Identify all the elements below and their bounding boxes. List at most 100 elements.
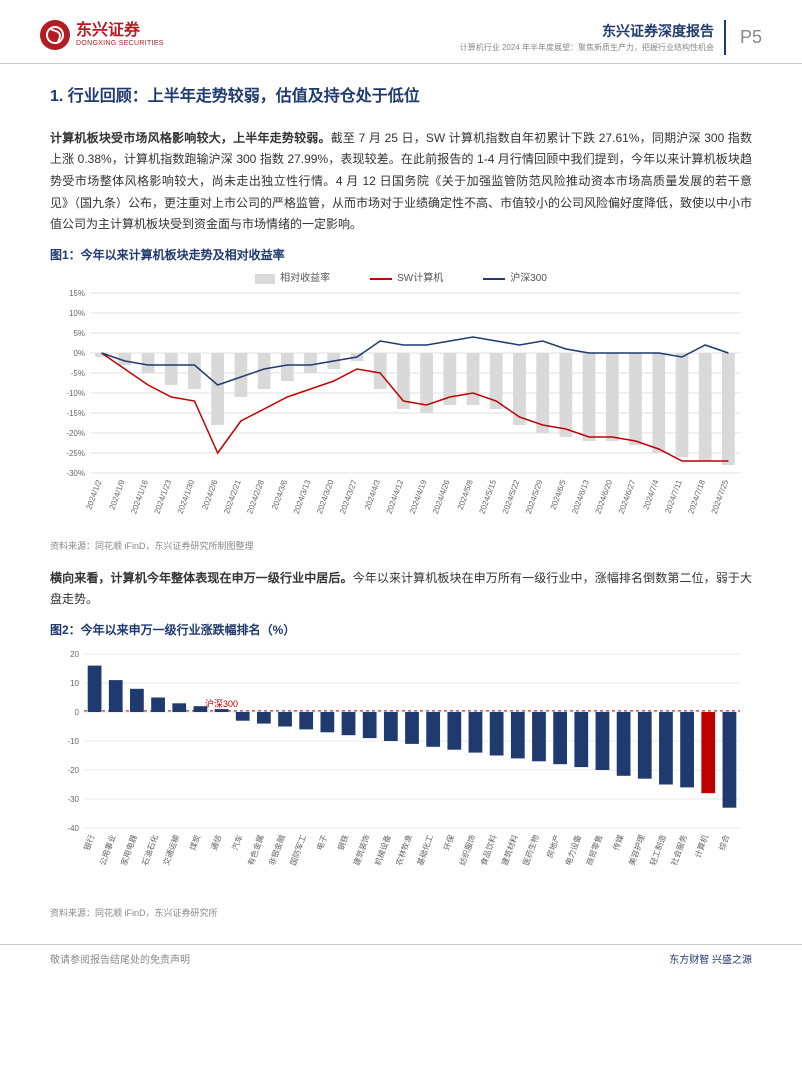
svg-text:2024/6/13: 2024/6/13 <box>570 478 591 515</box>
logo-en: DONGXING SECURITIES <box>76 40 164 48</box>
svg-text:公用事业: 公用事业 <box>97 833 117 866</box>
footer-right: 东方财智 兴盛之源 <box>669 953 752 969</box>
figure-1-source: 资料来源：同花顺 iFinD，东兴证券研究所制图整理 <box>50 539 752 553</box>
svg-text:2024/7/25: 2024/7/25 <box>710 478 731 515</box>
svg-text:-10%: -10% <box>66 389 85 398</box>
section-heading: 1. 行业回顾：上半年走势较弱，估值及持仓处于低位 <box>50 84 752 110</box>
svg-text:20: 20 <box>70 650 79 659</box>
svg-text:汽车: 汽车 <box>230 833 245 851</box>
svg-text:-40: -40 <box>67 824 79 833</box>
svg-text:传媒: 传媒 <box>611 833 626 851</box>
svg-text:2024/3/13: 2024/3/13 <box>292 478 313 515</box>
svg-text:10%: 10% <box>69 309 85 318</box>
svg-text:商贸零售: 商贸零售 <box>584 833 604 866</box>
svg-text:-20: -20 <box>67 766 79 775</box>
svg-text:2024/3/6: 2024/3/6 <box>270 478 289 511</box>
svg-text:0: 0 <box>75 708 80 717</box>
svg-text:0%: 0% <box>73 349 85 358</box>
svg-text:家用电器: 家用电器 <box>118 833 138 866</box>
svg-text:钢铁: 钢铁 <box>336 833 351 851</box>
svg-text:2024/1/9: 2024/1/9 <box>108 478 127 511</box>
svg-text:-15%: -15% <box>66 409 85 418</box>
legend-line2-label: 沪深300 <box>510 271 547 287</box>
page-number: P5 <box>740 23 762 52</box>
svg-text:2024/7/18: 2024/7/18 <box>686 478 707 515</box>
legend-line2-icon <box>483 278 505 280</box>
svg-text:石油石化: 石油石化 <box>140 833 160 866</box>
svg-text:2024/6/27: 2024/6/27 <box>617 478 638 515</box>
svg-text:纺织服饰: 纺织服饰 <box>457 833 477 866</box>
legend-line1-label: SW计算机 <box>397 271 443 287</box>
page-footer: 敬请参阅报告结尾处的免责声明 东方财智 兴盛之源 <box>0 944 802 987</box>
svg-text:2024/4/26: 2024/4/26 <box>431 478 452 515</box>
svg-text:2024/4/3: 2024/4/3 <box>363 478 382 511</box>
svg-text:2024/2/6: 2024/2/6 <box>200 478 219 511</box>
svg-text:-10: -10 <box>67 737 79 746</box>
svg-text:农林牧渔: 农林牧渔 <box>394 833 414 866</box>
svg-text:2024/5/15: 2024/5/15 <box>477 478 498 515</box>
svg-text:-5%: -5% <box>71 369 85 378</box>
legend-line1-icon <box>370 278 392 280</box>
page-header: 东兴证券 DONGXING SECURITIES 东兴证券深度报告 计算机行业 … <box>0 0 802 64</box>
svg-text:2024/7/11: 2024/7/11 <box>663 478 684 514</box>
svg-text:房地产: 房地产 <box>544 833 562 859</box>
figure-2-title: 图2：今年以来申万一级行业涨跌幅排名（%） <box>50 621 752 640</box>
page-content: 1. 行业回顾：上半年走势较弱，估值及持仓处于低位 计算机板块受市场风格影响较大… <box>0 64 802 944</box>
svg-text:2024/2/28: 2024/2/28 <box>245 478 266 515</box>
svg-text:10: 10 <box>70 679 79 688</box>
svg-text:非银金融: 非银金融 <box>267 833 287 866</box>
svg-text:计算机: 计算机 <box>693 833 711 859</box>
logo-icon <box>40 20 70 50</box>
logo: 东兴证券 DONGXING SECURITIES <box>40 20 164 50</box>
svg-text:2024/6/5: 2024/6/5 <box>549 478 568 511</box>
chart1-legend: 相对收益率 SW计算机 沪深300 <box>50 271 752 287</box>
svg-text:电力设备: 电力设备 <box>563 833 583 866</box>
svg-text:食品饮料: 食品饮料 <box>478 833 498 866</box>
svg-text:2024/5/29: 2024/5/29 <box>524 478 545 515</box>
svg-text:煤炭: 煤炭 <box>187 833 202 851</box>
svg-text:2024/5/8: 2024/5/8 <box>456 478 475 511</box>
svg-text:2024/3/27: 2024/3/27 <box>338 478 359 515</box>
paragraph-2: 横向来看，计算机今年整体表现在申万一级行业中居后。今年以来计算机板块在申万所有一… <box>50 568 752 611</box>
svg-text:2024/3/20: 2024/3/20 <box>315 478 336 515</box>
svg-text:15%: 15% <box>69 289 85 298</box>
svg-text:机械设备: 机械设备 <box>372 833 392 866</box>
svg-text:银行: 银行 <box>82 833 97 851</box>
svg-text:2024/5/22: 2024/5/22 <box>501 478 522 515</box>
svg-text:通信: 通信 <box>209 833 224 851</box>
para1-lead: 计算机板块受市场风格影响较大，上半年走势较弱。 <box>50 131 331 145</box>
svg-text:2024/1/30: 2024/1/30 <box>176 478 197 515</box>
logo-cn: 东兴证券 <box>76 22 164 40</box>
svg-text:电子: 电子 <box>314 833 329 851</box>
svg-text:-30: -30 <box>67 795 79 804</box>
svg-text:-30%: -30% <box>66 469 85 478</box>
svg-text:-20%: -20% <box>66 429 85 438</box>
para1-body: 截至 7 月 25 日，SW 计算机指数自年初累计下跌 27.61%，同期沪深 … <box>50 131 752 231</box>
svg-text:有色金属: 有色金属 <box>245 833 265 866</box>
svg-text:5%: 5% <box>73 329 85 338</box>
svg-text:医药生物: 医药生物 <box>521 833 541 866</box>
svg-text:基础化工: 基础化工 <box>415 833 435 866</box>
svg-text:综合: 综合 <box>716 833 731 851</box>
svg-text:2024/7/4: 2024/7/4 <box>642 478 661 511</box>
svg-text:-25%: -25% <box>66 449 85 458</box>
svg-text:美容护理: 美容护理 <box>626 833 646 866</box>
svg-text:环保: 环保 <box>441 833 456 851</box>
figure-1-title: 图1：今年以来计算机板块走势及相对收益率 <box>50 246 752 265</box>
paragraph-1: 计算机板块受市场风格影响较大，上半年走势较弱。截至 7 月 25 日，SW 计算… <box>50 128 752 236</box>
report-subtitle: 计算机行业 2024 年半年度展望：聚焦新质生产力，把握行业结构性机会 <box>460 42 714 55</box>
chart-2: -40 -30 -20 -10 0 10 20 沪深300 银行公用事业家用电器石油石化交通运输… <box>50 646 752 902</box>
svg-text:2024/4/12: 2024/4/12 <box>385 478 406 515</box>
svg-text:沪深300: 沪深300 <box>205 698 238 709</box>
svg-text:2024/1/16: 2024/1/16 <box>129 478 150 515</box>
svg-text:2024/1/2: 2024/1/2 <box>84 478 103 511</box>
footer-left: 敬请参阅报告结尾处的免责声明 <box>50 953 190 969</box>
para2-lead: 横向来看，计算机今年整体表现在申万一级行业中居后。 <box>50 571 353 585</box>
svg-text:交通运输: 交通运输 <box>161 833 181 866</box>
legend-bar-icon <box>255 274 275 284</box>
svg-text:国防军工: 国防军工 <box>288 833 308 866</box>
figure-2-source: 资料来源：同花顺 iFinD，东兴证券研究所 <box>50 906 752 920</box>
report-type: 东兴证券深度报告 <box>602 20 714 42</box>
svg-text:2024/1/23: 2024/1/23 <box>152 478 173 515</box>
svg-text:建筑装饰: 建筑装饰 <box>351 833 371 866</box>
